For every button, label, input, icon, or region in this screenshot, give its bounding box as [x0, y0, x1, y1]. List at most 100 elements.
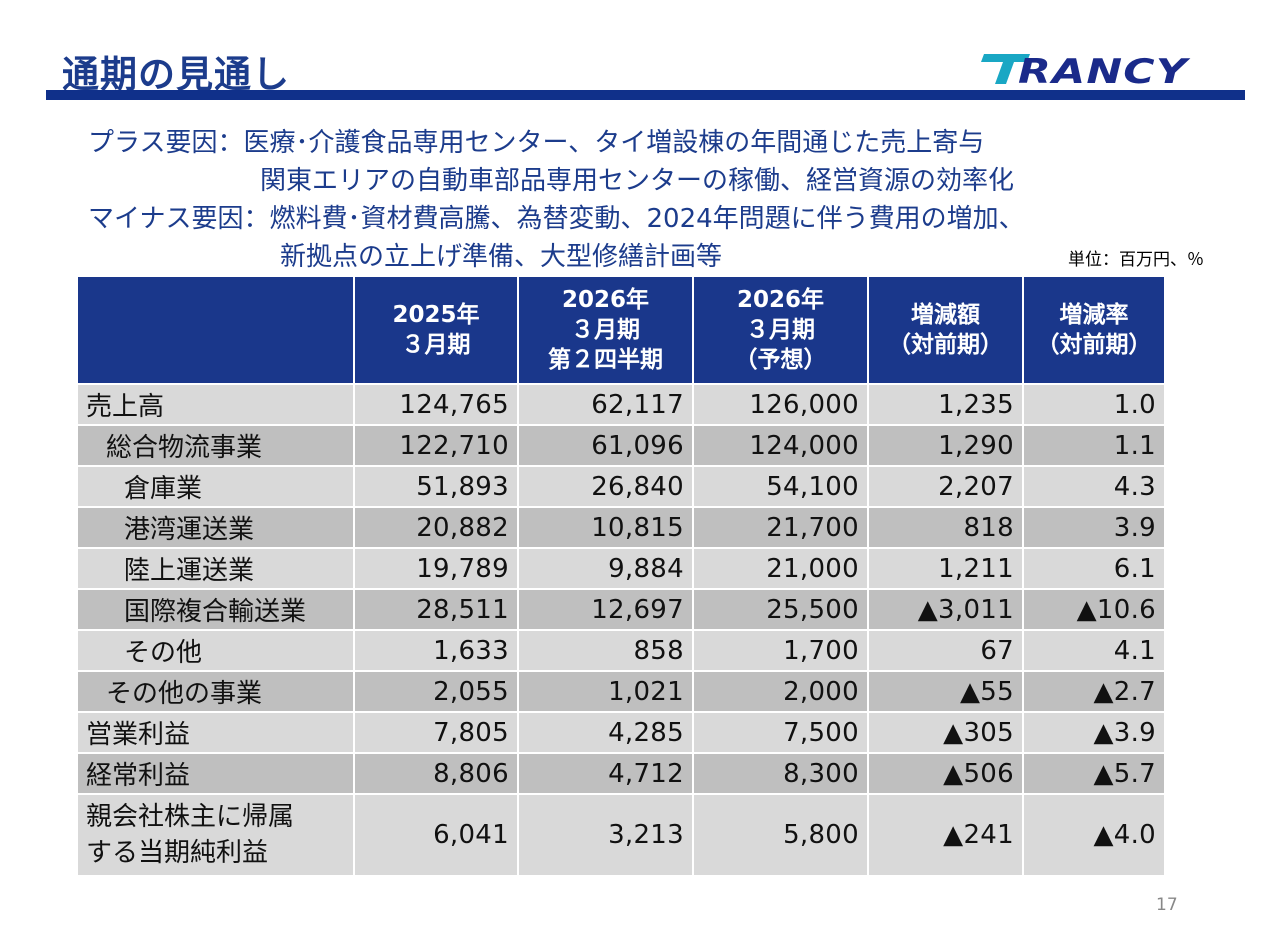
row-label: 港湾運送業 — [76, 506, 355, 549]
row-label: 親会社株主に帰属 する当期純利益 — [76, 793, 355, 877]
value-cell: 2,207 — [867, 465, 1024, 508]
table-row: その他 1,633 858 1,700 67 4.1 — [76, 629, 1166, 672]
value-cell: 6.1 — [1022, 547, 1166, 590]
value-cell: 3,213 — [517, 793, 694, 877]
forecast-table: 2025年 ３月期 2026年 ３月期第２四半期 2026年 ３月期 （予想） 増減額 （対前期… — [76, 275, 1166, 877]
column-header-line: 2025年 — [392, 302, 480, 328]
value-cell: 4.3 — [1022, 465, 1166, 508]
plus-factor-text: 医療･介護食品専用センター、タイ増設棟の年間通じた売上寄与 — [243, 128, 985, 158]
factors-section: プラス要因： 医療･介護食品専用センター、タイ増設棟の年間通じた売上寄与 関東エ… — [88, 124, 1025, 276]
plus-factor-line-2: 関東エリアの自動車部品専用センターの稼働、経営資源の効率化 — [88, 162, 1025, 200]
minus-factor-text: 新拠点の立上げ準備、大型修繕計画等 — [280, 242, 723, 272]
value-cell: 26,840 — [517, 465, 694, 508]
value-cell: 4,712 — [517, 752, 694, 795]
value-cell: 3.9 — [1022, 506, 1166, 549]
value-cell: 8,300 — [692, 752, 869, 795]
value-cell: 7,805 — [353, 711, 519, 754]
value-cell: 54,100 — [692, 465, 869, 508]
value-cell: ▲10.6 — [1022, 588, 1166, 631]
table-row: 営業利益 7,805 4,285 7,500 ▲305 ▲3.9 — [76, 711, 1166, 754]
value-cell: 6,041 — [353, 793, 519, 877]
value-cell: 818 — [867, 506, 1024, 549]
value-cell: 21,700 — [692, 506, 869, 549]
page-number: 17 — [1156, 895, 1178, 915]
table-row: 総合物流事業 122,710 61,096 124,000 1,290 1.1 — [76, 424, 1166, 467]
unit-note: 単位：百万円、％ — [1068, 250, 1204, 270]
column-header: 増減率 （対前期） — [1022, 275, 1166, 385]
value-cell: 21,000 — [692, 547, 869, 590]
column-header-line: （予想） — [734, 347, 827, 373]
value-cell: 1,633 — [353, 629, 519, 672]
plus-factor-text: 関東エリアの自動車部品専用センターの稼働、経営資源の効率化 — [260, 166, 1015, 196]
value-cell: 67 — [867, 629, 1024, 672]
column-header — [76, 275, 355, 385]
value-cell: ▲3.9 — [1022, 711, 1166, 754]
value-cell: 1,021 — [517, 670, 694, 713]
table-row: 親会社株主に帰属 する当期純利益 6,041 3,213 5,800 ▲241 ▲4.0 — [76, 793, 1166, 877]
plus-factor-line-1: プラス要因： 医療･介護食品専用センター、タイ増設棟の年間通じた売上寄与 — [88, 124, 1025, 162]
value-cell: 1,290 — [867, 424, 1024, 467]
value-cell: 5,800 — [692, 793, 869, 877]
value-cell: 1.1 — [1022, 424, 1166, 467]
column-header-line: 増減額 — [911, 302, 980, 328]
table-row: 港湾運送業 20,882 10,815 21,700 818 3.9 — [76, 506, 1166, 549]
svg-text:RANCY: RANCY — [1018, 52, 1191, 88]
value-cell: 2,000 — [692, 670, 869, 713]
value-cell: 2,055 — [353, 670, 519, 713]
value-cell: ▲55 — [867, 670, 1024, 713]
value-cell: ▲5.7 — [1022, 752, 1166, 795]
value-cell: ▲241 — [867, 793, 1024, 877]
trancy-logo: RANCY — [981, 52, 1191, 88]
value-cell: 1,700 — [692, 629, 869, 672]
column-header-line: ３月期 — [571, 317, 640, 343]
value-cell: 20,882 — [353, 506, 519, 549]
row-label: 経常利益 — [76, 752, 355, 795]
value-cell: 4.1 — [1022, 629, 1166, 672]
value-cell: 8,806 — [353, 752, 519, 795]
table-row: 倉庫業 51,893 26,840 54,100 2,207 4.3 — [76, 465, 1166, 508]
column-header: 2026年 ３月期 第２四半期 — [517, 275, 694, 385]
column-header-line: 2026年 — [736, 287, 824, 313]
value-cell: 1.0 — [1022, 383, 1166, 426]
value-cell: 124,765 — [353, 383, 519, 426]
minus-factor-label: マイナス要因： — [88, 204, 270, 234]
column-header: 増減額 （対前期） — [867, 275, 1024, 385]
minus-factor-line-2: 新拠点の立上げ準備、大型修繕計画等 — [88, 238, 1025, 276]
minus-factor-text: 燃料費･資材費高騰、為替変動、2024年問題に伴う費用の増加、 — [269, 204, 1025, 234]
column-header: 2026年 ３月期 （予想） — [692, 275, 869, 385]
title-underline — [46, 90, 1245, 100]
value-cell: 7,500 — [692, 711, 869, 754]
value-cell: 124,000 — [692, 424, 869, 467]
value-cell: 4,285 — [517, 711, 694, 754]
page-title: 通期の見通し — [62, 53, 290, 96]
row-label: 国際複合輸送業 — [76, 588, 355, 631]
column-header-line: （対前期） — [888, 332, 1003, 358]
row-label: 営業利益 — [76, 711, 355, 754]
row-label: 総合物流事業 — [76, 424, 355, 467]
value-cell: 10,815 — [517, 506, 694, 549]
table-row: 経常利益 8,806 4,712 8,300 ▲506 ▲5.7 — [76, 752, 1166, 795]
value-cell: 61,096 — [517, 424, 694, 467]
value-cell: 25,500 — [692, 588, 869, 631]
column-header-line: 増減率 — [1059, 302, 1129, 328]
value-cell: ▲305 — [867, 711, 1024, 754]
column-header-line: ３月期 — [401, 332, 471, 358]
minus-factor-line-1: マイナス要因： 燃料費･資材費高騰、為替変動、2024年問題に伴う費用の増加、 — [88, 200, 1025, 238]
row-label: 売上高 — [76, 383, 355, 426]
plus-factor-label: プラス要因： — [88, 128, 244, 158]
column-header-line: 第２四半期 — [548, 347, 663, 373]
value-cell: 9,884 — [517, 547, 694, 590]
column-header: 2025年 ３月期 — [353, 275, 519, 385]
value-cell: 858 — [517, 629, 694, 672]
value-cell: 19,789 — [353, 547, 519, 590]
value-cell: 122,710 — [353, 424, 519, 467]
table-row: 陸上運送業 19,789 9,884 21,000 1,211 6.1 — [76, 547, 1166, 590]
value-cell: ▲506 — [867, 752, 1024, 795]
value-cell: 51,893 — [353, 465, 519, 508]
row-label: 倉庫業 — [76, 465, 355, 508]
value-cell: 1,235 — [867, 383, 1024, 426]
table-header-row: 2025年 ３月期 2026年 ３月期第２四半期 2026年 ３月期 （予想） 増減額 （対前期… — [76, 275, 1166, 385]
value-cell: ▲2.7 — [1022, 670, 1166, 713]
value-cell: 1,211 — [867, 547, 1024, 590]
value-cell: 62,117 — [517, 383, 694, 426]
